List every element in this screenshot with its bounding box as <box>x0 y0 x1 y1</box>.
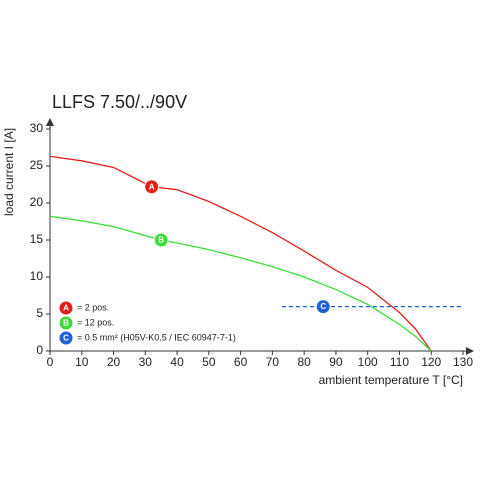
x-tick-label: 0 <box>47 355 54 369</box>
legend-marker-letter: A <box>63 304 69 313</box>
series-marker-letter: C <box>320 302 326 311</box>
legend-label: = 0.5 mm² (H05V-K0.5 / IEC 60947-7-1) <box>77 332 236 342</box>
y-tick-label: 0 <box>36 343 43 357</box>
x-tick-label: 130 <box>453 355 473 369</box>
x-tick-label: 80 <box>297 355 311 369</box>
x-tick-label: 40 <box>170 355 184 369</box>
legend-label: = 2 pos. <box>77 302 109 312</box>
series-marker <box>144 179 160 195</box>
series-line <box>49 155 432 352</box>
x-tick-label: 30 <box>139 355 153 369</box>
chart-title: LLFS 7.50/../90V <box>52 92 187 112</box>
x-axis-label: ambient temperature T [°C] <box>319 373 463 387</box>
y-arrow <box>46 118 54 126</box>
x-tick-label: 100 <box>358 355 378 369</box>
series-marker <box>153 232 169 248</box>
y-tick-label: 5 <box>36 306 43 320</box>
x-tick-label: 90 <box>329 355 343 369</box>
series-marker <box>315 299 331 315</box>
x-tick-label: 50 <box>202 355 216 369</box>
x-tick-label: 70 <box>266 355 280 369</box>
series-marker-letter: A <box>149 182 155 191</box>
legend-marker <box>58 330 74 346</box>
x-tick-label: 120 <box>421 355 441 369</box>
legend-marker <box>58 315 74 331</box>
legend-marker <box>58 300 74 316</box>
y-tick-label: 30 <box>30 121 44 135</box>
x-tick-label: 10 <box>75 355 89 369</box>
legend-marker-letter: C <box>63 334 69 343</box>
y-tick-label: 25 <box>30 158 44 172</box>
y-tick-label: 20 <box>30 195 44 209</box>
x-tick-label: 20 <box>107 355 121 369</box>
y-tick-label: 10 <box>30 269 44 283</box>
x-tick-label: 110 <box>390 355 409 369</box>
legend-marker-letter: B <box>63 319 69 328</box>
x-tick-label: 60 <box>234 355 248 369</box>
series-marker-letter: B <box>158 236 164 245</box>
y-axis-label: load current I [A] <box>2 128 16 216</box>
x-arrow <box>466 347 474 355</box>
series-line <box>49 215 432 352</box>
y-tick-label: 15 <box>30 232 44 246</box>
legend-label: = 12 pos. <box>77 317 114 327</box>
